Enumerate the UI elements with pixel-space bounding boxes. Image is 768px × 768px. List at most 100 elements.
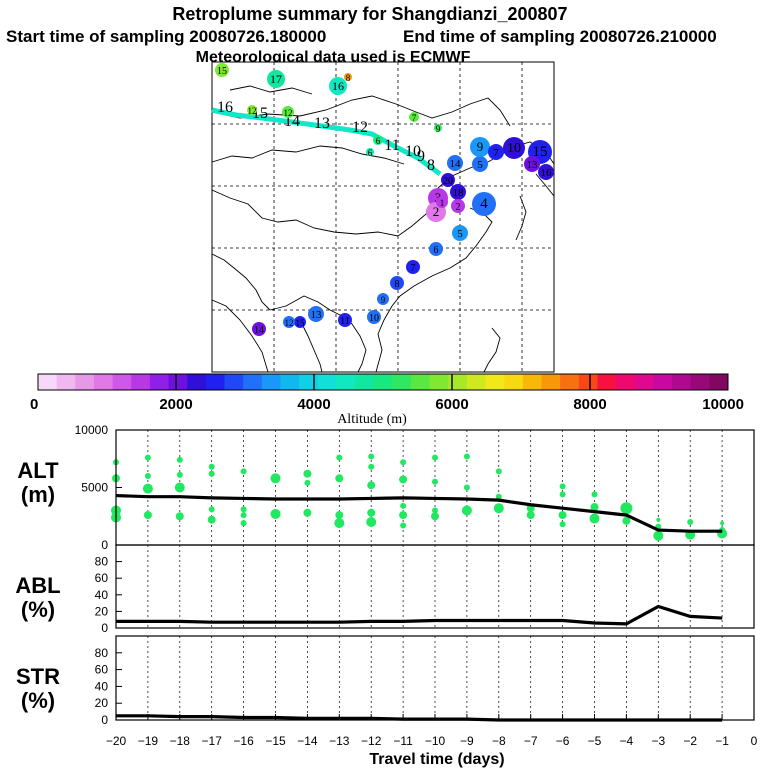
x-tick-label: −7 — [524, 734, 538, 748]
plume-cluster: 15 — [215, 63, 229, 77]
altitude-scatter-point — [367, 481, 376, 490]
x-tick-label: −19 — [138, 734, 159, 748]
plume-cluster-dot — [377, 293, 389, 305]
x-tick-label: −9 — [460, 734, 474, 748]
colorbar-cell — [261, 374, 281, 390]
colorbar-cell — [709, 374, 729, 390]
altitude-scatter-point — [622, 516, 631, 525]
plume-cluster-day-label: 6 — [376, 136, 381, 146]
altitude-scatter-point — [270, 508, 281, 519]
plume-cluster-day-label: 6 — [434, 245, 439, 256]
series-point — [721, 617, 723, 619]
plume-cluster-day-label: 10 — [507, 141, 521, 156]
series-point — [562, 507, 564, 509]
altitude-scatter-point — [432, 478, 438, 485]
x-axis-label: Travel time (days) — [369, 751, 504, 768]
colorbar-axis-label: Altitude (m) — [337, 412, 407, 427]
colorbar-cell — [224, 374, 244, 390]
plume-cluster-day-label: 9 — [477, 139, 484, 154]
plume-cluster-dot — [451, 199, 465, 213]
altitude-scatter-point — [176, 471, 183, 478]
plume-cluster: 20 — [441, 173, 455, 187]
altitude-scatter-point — [400, 502, 407, 509]
altitude-scatter-point — [591, 491, 598, 498]
x-tick-label: −1 — [715, 734, 729, 748]
time-series-panels: ALT(m)1000050000ABL(%)806040200STR(%)806… — [15, 423, 755, 727]
colorbar-cell — [205, 374, 225, 390]
track-day-label: 10 — [405, 143, 421, 160]
colorbar-cell — [243, 374, 263, 390]
series-point — [530, 620, 532, 622]
plume-cluster-dot — [283, 316, 295, 328]
series-point — [147, 620, 149, 622]
plume-cluster: 16 — [329, 77, 347, 95]
plume-cluster: 14 — [252, 322, 266, 336]
series-point — [625, 623, 627, 625]
panel-label: STR — [16, 664, 60, 689]
colorbar-cell — [131, 374, 151, 390]
plume-cluster-day-label: 6 — [368, 148, 373, 158]
altitude-colorbar: 0 2000 4000 6000 8000 10000 Altitude (m) — [30, 373, 744, 427]
plume-cluster: 12 — [283, 316, 295, 328]
colorbar-tick-label: 0 — [30, 396, 38, 413]
altitude-scatter-point — [720, 521, 725, 526]
plume-cluster: 8 — [390, 276, 404, 290]
altitude-scatter-point — [208, 506, 215, 513]
series-point — [338, 498, 340, 500]
plume-cluster-dot — [308, 306, 324, 322]
plume-cluster-dot — [406, 260, 420, 274]
series-point — [211, 497, 213, 499]
plume-cluster: 18 — [450, 184, 466, 200]
colorbar-cell — [466, 374, 487, 390]
x-tick-label: −2 — [683, 734, 697, 748]
x-tick-label: −20 — [106, 734, 127, 748]
altitude-scatter-point — [495, 493, 502, 500]
altitude-scatter-point — [463, 484, 470, 491]
colorbar-cell — [112, 374, 132, 390]
plume-cluster: 5 — [452, 225, 468, 241]
plume-cluster: 7 — [488, 144, 504, 160]
colorbar-cell — [280, 374, 300, 390]
plume-cluster: 4 — [472, 192, 496, 216]
panel-str: STR(%) 80 60 40 20 0 — [16, 635, 755, 727]
altitude-scatter-point — [240, 506, 247, 513]
x-tick-label: −18 — [170, 734, 191, 748]
colorbar-cell — [93, 374, 114, 390]
plume-cluster-day-label: 2 — [456, 202, 461, 213]
plume-cluster-day-label: 16 — [332, 79, 344, 93]
y-tick-label: 60 — [95, 663, 109, 677]
series-point — [721, 530, 723, 532]
plume-cluster: 11 — [338, 313, 352, 327]
panel-unit: (%) — [21, 688, 55, 713]
plume-cluster: 2 — [451, 199, 465, 213]
colorbar-cell — [168, 374, 188, 390]
plume-cluster-dot — [472, 192, 496, 216]
x-axis-ticks: −20 −19 −18 −17 −16 −15 −14 −13 −12 −11 −10 −9 −8 −7−… — [106, 714, 758, 748]
altitude-scatter-point — [176, 456, 183, 463]
altitude-scatter-point — [463, 453, 470, 460]
series-point — [562, 620, 564, 622]
panel-label: ALT — [17, 458, 59, 483]
colorbar-cell — [56, 374, 76, 390]
plume-cluster-day-label: 1 — [440, 198, 445, 208]
altitude-scatter-point — [589, 513, 600, 524]
plume-cluster-dot — [450, 184, 466, 200]
plume-cluster-dot — [452, 225, 468, 241]
plume-cluster-day-label: 7 — [493, 147, 499, 159]
plume-cluster-day-label: 15 — [296, 318, 306, 328]
plume-cluster-dot — [329, 77, 347, 95]
colorbar-cell — [299, 374, 319, 390]
altitude-scatter-point — [656, 517, 661, 522]
altitude-scatter-point — [270, 473, 281, 484]
plume-cluster-dot — [373, 135, 383, 145]
plume-cluster-day-label: 12 — [285, 318, 294, 328]
altitude-scatter-point — [240, 512, 247, 519]
plume-cluster-day-label: 4 — [480, 196, 488, 212]
plume-cluster: 10 — [503, 137, 525, 159]
altitude-scatter-point — [304, 479, 311, 486]
plume-cluster: 12 — [282, 106, 294, 118]
panel-unit: (m) — [21, 482, 55, 507]
colorbar-cell — [429, 374, 449, 390]
series-point — [306, 498, 308, 500]
